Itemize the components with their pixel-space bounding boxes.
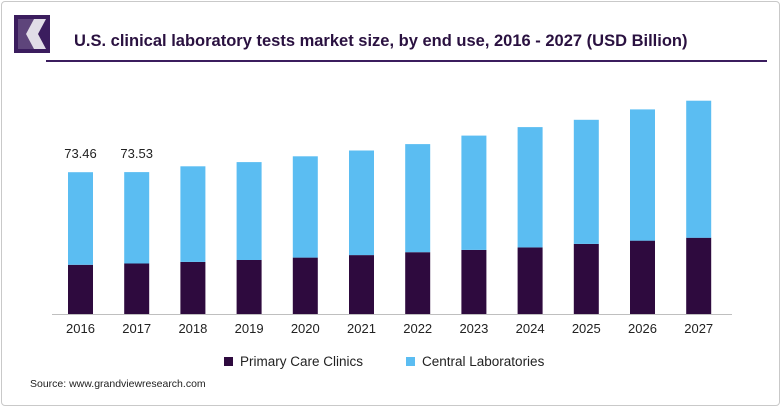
bar-primary-care-2025: [573, 243, 599, 314]
bar-central-labs-2025: [573, 119, 599, 244]
x-tick-label-2024: 2024: [516, 321, 545, 336]
source-note: Source: www.grandviewresearch.com: [30, 378, 206, 390]
x-tick-label-2026: 2026: [628, 321, 657, 336]
bar-primary-care-2019: [236, 259, 262, 314]
bar-primary-care-2024: [517, 247, 543, 314]
bar-central-labs-2027: [686, 100, 712, 238]
legend-item-central-labs: Central Laboratories: [406, 354, 544, 369]
x-tick-label-2017: 2017: [122, 321, 151, 336]
stacked-bar-chart: 2016 73.46 2017 73.53 2018 2019 2020 2021 2022 20…: [52, 100, 732, 336]
legend-item-primary-care: Primary Care Clinics: [224, 354, 363, 369]
x-tick-label-2025: 2025: [572, 321, 601, 336]
bar-central-labs-2016: [68, 172, 93, 265]
legend-swatch-central-labs: [406, 357, 415, 366]
bar-central-labs-2024: [517, 127, 543, 248]
x-tick-label-2016: 2016: [66, 321, 95, 336]
bar-primary-care-2023: [461, 249, 487, 314]
x-tick-label-2021: 2021: [347, 321, 376, 336]
grand-view-research-logo-icon: [14, 15, 50, 53]
x-tick-label-2020: 2020: [291, 321, 320, 336]
bar-central-labs-2018: [180, 166, 206, 262]
x-tick-label-2027: 2027: [684, 321, 713, 336]
title-divider: [46, 60, 767, 62]
bar-central-labs-2021: [349, 150, 374, 256]
bar-primary-care-2026: [630, 240, 655, 314]
x-tick-label-2022: 2022: [403, 321, 432, 336]
bar-primary-care-2022: [405, 252, 431, 314]
chart-header: U.S. clinical laboratory tests market si…: [2, 2, 779, 60]
bar-central-labs-2020: [292, 156, 318, 258]
bar-primary-care-2017: [124, 263, 150, 314]
bar-central-labs-2026: [630, 109, 655, 241]
chart-title: U.S. clinical laboratory tests market si…: [74, 32, 688, 50]
legend-label-primary-care: Primary Care Clinics: [240, 354, 364, 369]
legend-swatch-primary-care: [224, 357, 233, 366]
bar-primary-care-2016: [68, 264, 93, 314]
bar-central-labs-2019: [236, 162, 262, 260]
bar-primary-care-2021: [349, 255, 374, 314]
x-tick-label-2019: 2019: [235, 321, 264, 336]
data-label-2017: 73.53: [120, 146, 153, 161]
legend-label-central-labs: Central Laboratories: [422, 354, 545, 369]
data-label-2016: 73.46: [64, 146, 97, 161]
bar-central-labs-2023: [461, 135, 487, 250]
bar-central-labs-2022: [405, 144, 431, 253]
bar-primary-care-2018: [180, 261, 206, 314]
bar-central-labs-2017: [124, 172, 150, 264]
x-tick-label-2023: 2023: [459, 321, 488, 336]
bar-primary-care-2020: [292, 257, 318, 314]
x-tick-label-2018: 2018: [178, 321, 207, 336]
chart-legend: Primary Care Clinics Central Laboratorie…: [2, 354, 779, 372]
bar-primary-care-2027: [686, 237, 712, 314]
